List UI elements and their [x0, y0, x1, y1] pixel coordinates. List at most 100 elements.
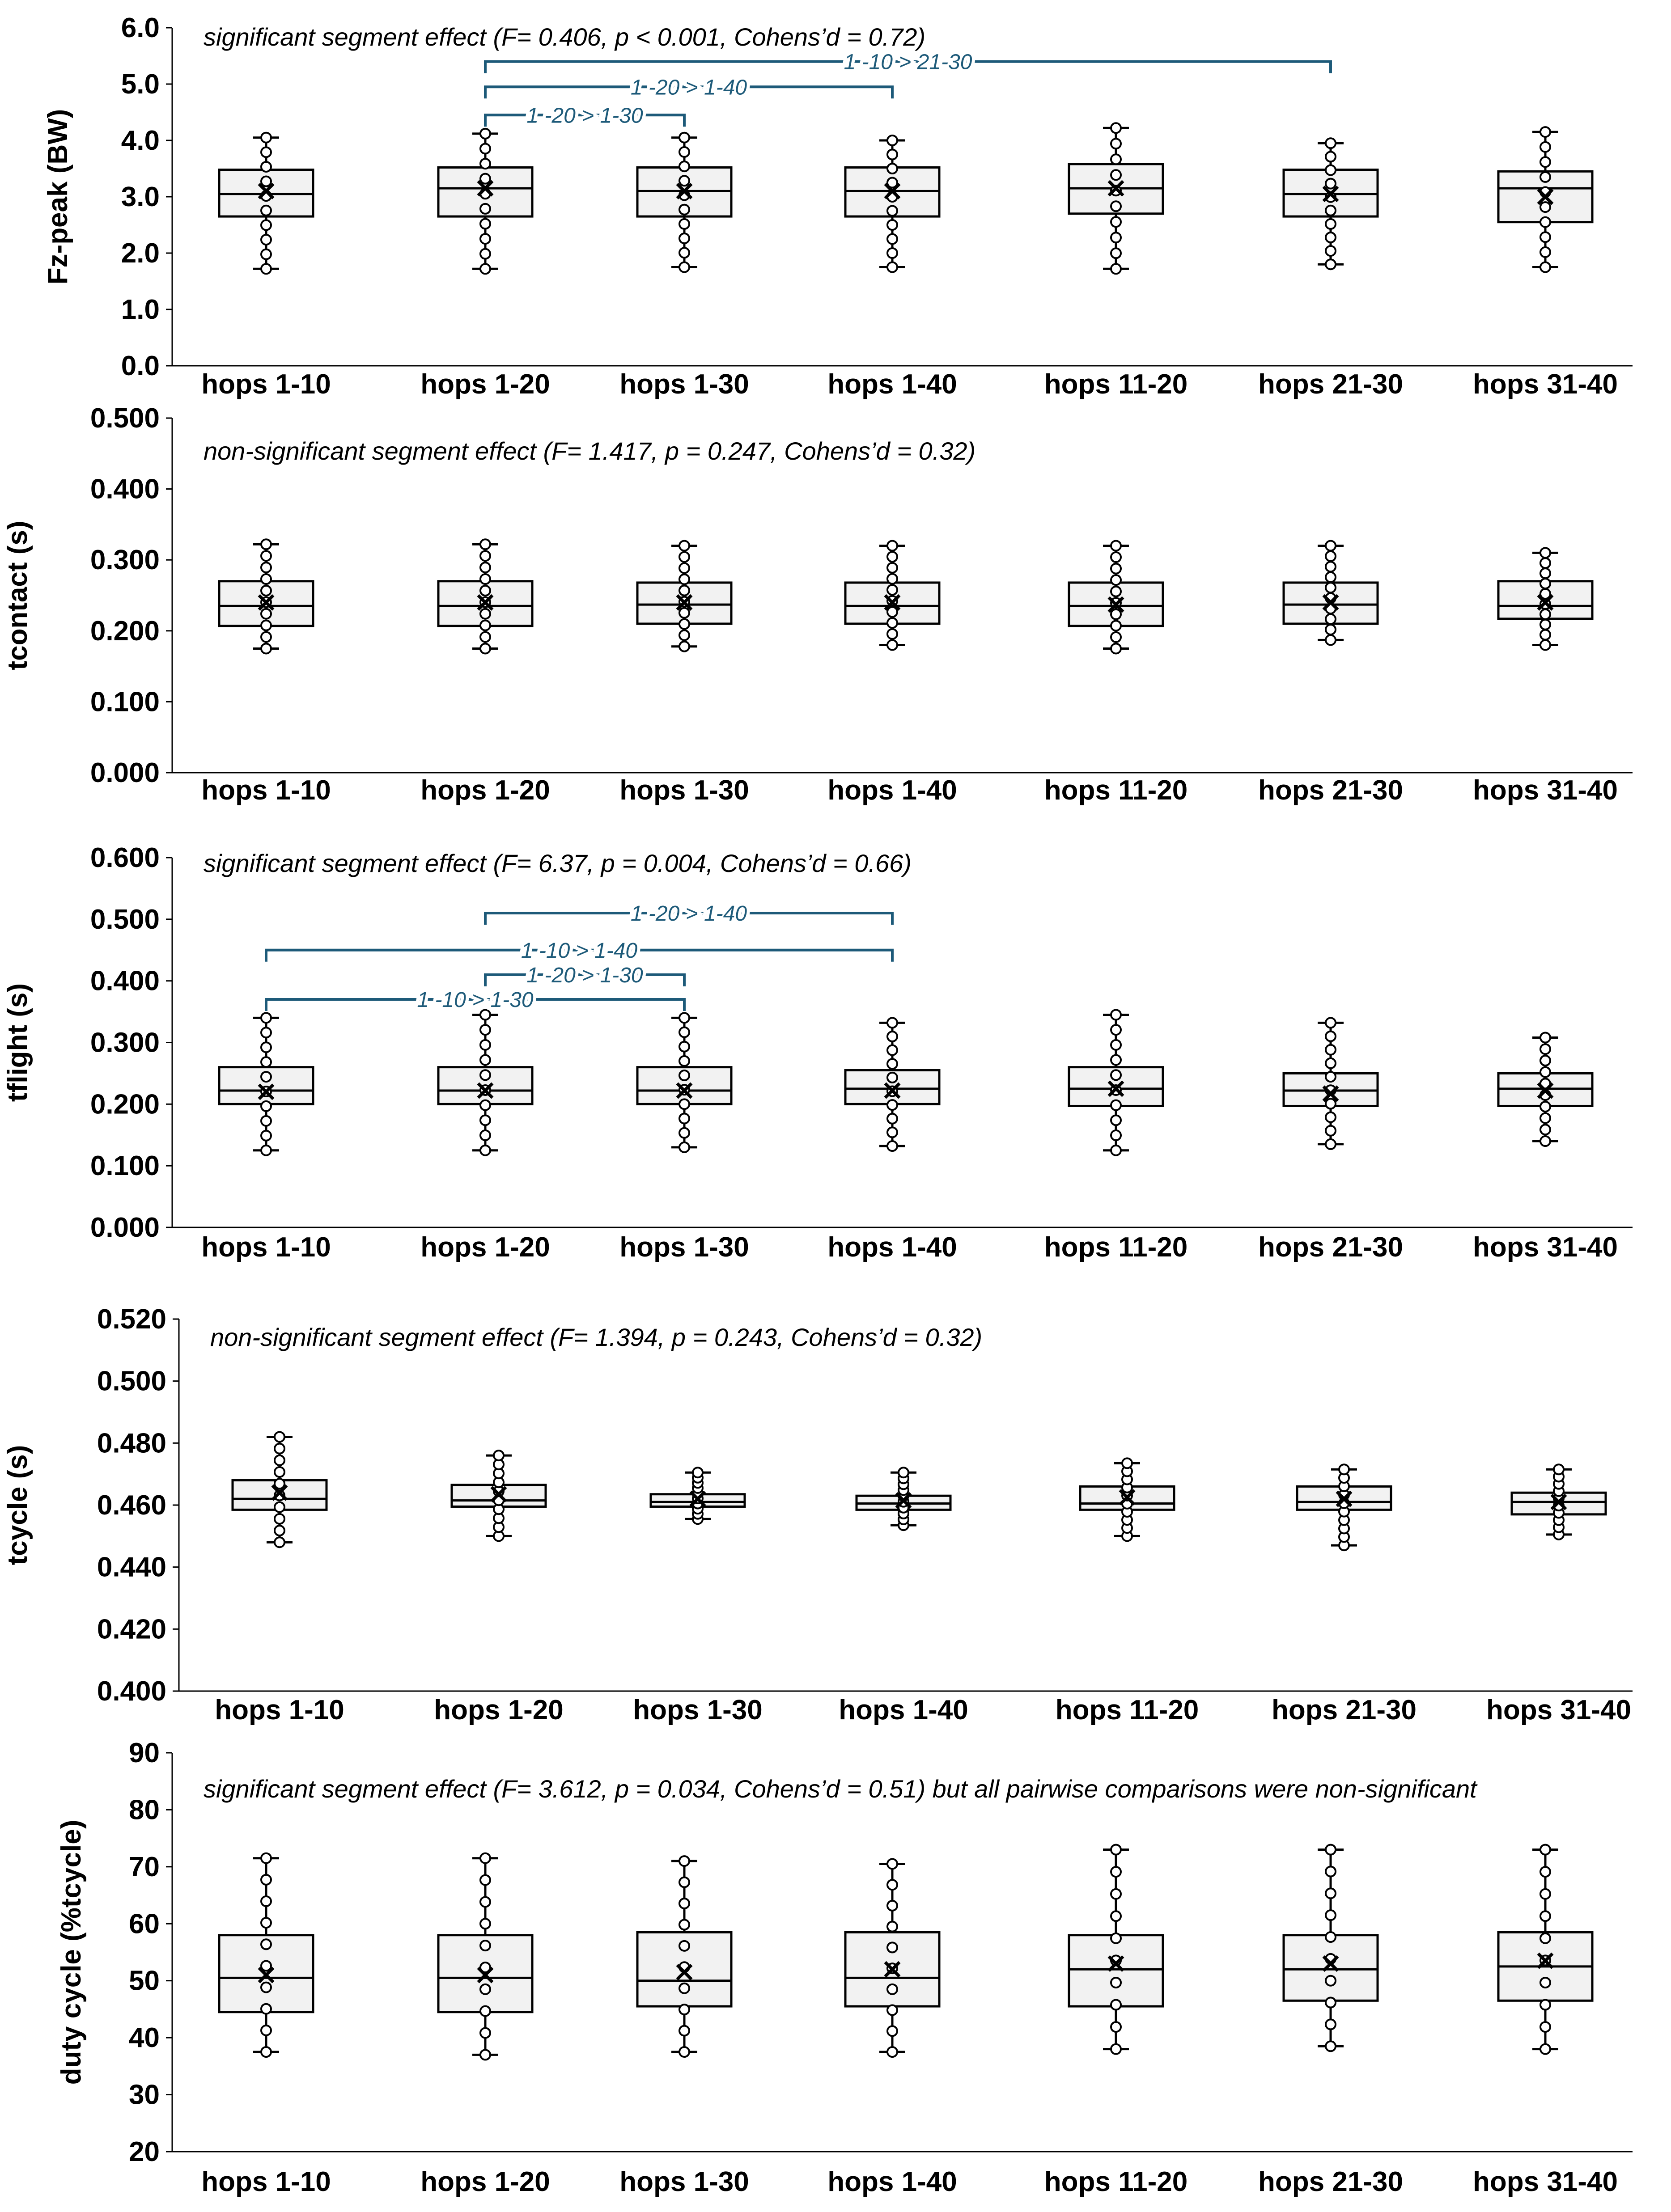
mean-marker: [884, 594, 901, 611]
data-point: [479, 248, 491, 260]
effect-annotation: significant segment effect (F= 3.612, p …: [204, 1775, 1478, 1803]
data-point: [1325, 2040, 1336, 2052]
box-5: [1068, 540, 1164, 655]
y-tick-label: 0.460: [97, 1490, 166, 1521]
mean-marker: [676, 1964, 693, 1981]
data-point: [260, 1852, 272, 1864]
y-axis-label: tflight (s): [2, 983, 33, 1102]
data-point: [1540, 126, 1551, 138]
box-4: [844, 135, 941, 273]
data-point: [679, 1098, 690, 1110]
data-point: [479, 573, 491, 585]
data-point: [479, 1144, 491, 1156]
data-point: [679, 1855, 690, 1867]
box-4: [844, 1017, 941, 1152]
data-point: [886, 1140, 898, 1152]
data-point: [479, 233, 491, 245]
effect-annotation: non-significant segment effect (F= 1.417…: [204, 437, 975, 465]
data-point: [1110, 574, 1122, 586]
data-point: [1325, 218, 1336, 230]
data-point: [886, 233, 898, 245]
mean-marker: [1107, 180, 1124, 197]
data-point: [1110, 1099, 1122, 1111]
data-point: [679, 2004, 690, 2016]
comparison-bracket: 1 -20 > 1-40: [484, 72, 894, 102]
data-point: [1325, 245, 1336, 257]
mean-marker: [676, 594, 693, 611]
mean-marker: [895, 1492, 912, 1509]
mean-marker: [1550, 1493, 1567, 1510]
data-point: [886, 1017, 898, 1029]
data-point: [679, 146, 690, 158]
x-tick-label: hops 31-40: [1473, 775, 1618, 806]
data-point: [479, 1918, 491, 1930]
data-point: [1110, 563, 1122, 575]
comparison-line: [265, 998, 686, 1011]
data-point: [1110, 232, 1122, 244]
data-point: [260, 161, 272, 173]
data-point: [1325, 1909, 1336, 1921]
data-point: [1121, 1457, 1133, 1469]
data-point: [1540, 246, 1551, 258]
box-3: [636, 540, 733, 652]
data-point: [679, 1127, 690, 1139]
data-point: [679, 540, 690, 552]
data-point: [886, 247, 898, 259]
y-tick-label: 0.480: [97, 1428, 166, 1459]
data-point: [679, 1070, 690, 1082]
data-point: [1540, 231, 1551, 243]
data-point: [886, 617, 898, 629]
data-point: [898, 1467, 909, 1479]
data-point: [1540, 629, 1551, 641]
y-tick-label: 40: [129, 2022, 160, 2053]
data-point: [479, 1983, 491, 1995]
data-point: [260, 219, 272, 231]
box-3: [636, 131, 733, 273]
box-2: [437, 538, 534, 655]
data-point: [260, 1917, 272, 1929]
box-2: [437, 127, 534, 275]
x-tick-label: hops 1-40: [827, 369, 957, 400]
y-tick-label: 2.0: [121, 238, 160, 269]
box-2: [437, 1009, 534, 1156]
data-point: [1110, 1024, 1122, 1036]
y-tick-label: 70: [129, 1852, 160, 1882]
mean-marker: [1537, 1952, 1554, 1969]
data-point: [1110, 631, 1122, 643]
box-1: [218, 538, 314, 655]
data-point: [1110, 1932, 1122, 1944]
data-point: [679, 1112, 690, 1125]
data-point: [1540, 1100, 1551, 1112]
mean-marker: [1322, 1955, 1339, 1972]
data-point: [679, 218, 690, 230]
data-point: [1540, 557, 1551, 569]
x-tick-label: hops 1-20: [420, 775, 550, 806]
data-point: [1553, 1463, 1565, 1476]
comparison-label: 1 -20 > 1-40: [631, 902, 747, 926]
data-point: [260, 573, 272, 585]
data-point: [886, 177, 898, 189]
data-point: [886, 562, 898, 574]
y-tick-label: 4.0: [121, 125, 160, 156]
comparison-line: [484, 912, 894, 925]
data-point: [1325, 1931, 1336, 1943]
y-tick-label: 0.520: [97, 1304, 166, 1335]
x-tick-label: hops 1-20: [420, 1232, 550, 1263]
data-point: [1110, 1009, 1122, 1021]
data-point: [679, 573, 690, 585]
data-point: [1540, 1866, 1551, 1878]
box-4: [855, 1467, 952, 1531]
data-point: [260, 1041, 272, 1053]
data-point: [260, 1056, 272, 1068]
y-tick-label: 0.200: [90, 616, 160, 647]
data-point: [886, 540, 898, 552]
data-point: [274, 1478, 285, 1490]
x-tick-label: hops 1-30: [619, 775, 749, 806]
mean-marker: [1537, 1082, 1554, 1099]
data-point: [1540, 1112, 1551, 1124]
x-tick-label: hops 21-30: [1258, 1232, 1403, 1263]
data-point: [1325, 1138, 1336, 1150]
x-tick-label: hops 1-10: [201, 1232, 331, 1263]
box-3: [636, 1012, 733, 1153]
